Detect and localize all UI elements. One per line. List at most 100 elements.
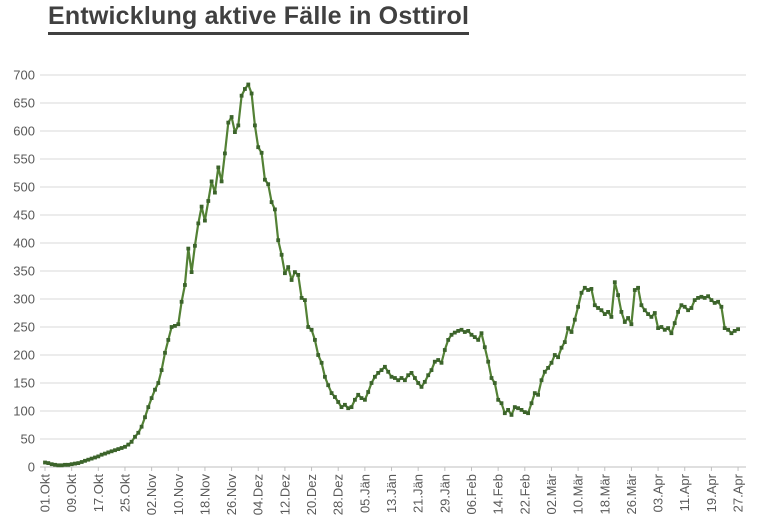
data-point-marker [133,434,137,439]
y-axis-tick-label: 600 [13,124,35,139]
data-point-marker [279,252,284,257]
data-point-marker [672,321,677,325]
data-point-marker [522,410,527,414]
y-axis-tick-label: 50 [21,432,35,447]
gridlines [40,74,746,468]
data-point-marker [579,290,584,295]
data-point-marker [539,378,544,383]
data-point-marker [76,461,81,465]
data-point-marker [79,460,84,464]
data-point-marker [419,385,424,389]
x-axis-tick-label: 06.Feb [464,474,479,514]
data-point-marker [459,327,464,332]
data-point-marker [183,283,187,287]
y-axis-tick-label: 150 [13,376,35,391]
data-point-marker [119,446,124,450]
data-point-marker [509,413,514,417]
data-point-marker [692,298,697,302]
data-point-marker [63,462,67,467]
data-point-marker [233,130,237,134]
data-point-marker [109,449,114,454]
data-point-marker [436,358,441,362]
data-point-marker [309,327,314,332]
data-point-marker [406,373,411,378]
x-axis-tick-label: 03.Apr [651,473,666,512]
data-point-marker [629,322,634,327]
data-point-marker [706,294,710,299]
data-point-marker [529,401,534,406]
data-point-marker [323,374,327,379]
data-point-marker [169,325,174,329]
y-axis-tick-label: 200 [13,348,35,363]
data-point-marker [442,348,447,352]
data-point-marker [339,405,344,409]
data-point-marker [429,368,434,372]
x-axis-tick-label: 14.Feb [491,474,506,514]
data-point-marker [316,353,321,357]
data-point-marker [516,406,520,411]
y-axis-labels: 0 50 100 150 200 250 300 350 400 450 500 550 600 650 7… [13,68,35,475]
data-point-marker [349,405,354,409]
data-point-marker [589,287,594,291]
x-axis-tick-label: 21.Jän [411,474,426,513]
x-axis-tick-label: 28.Dez [331,474,346,515]
data-point-marker [702,296,707,300]
data-point-marker [656,326,660,330]
data-point-marker [722,326,727,330]
data-point-marker [129,439,134,444]
x-axis-tick-label: 10.Nov [171,474,186,516]
data-point-marker [572,317,577,322]
data-point-marker [136,430,141,435]
data-point-marker [559,345,564,350]
data-point-marker [373,374,377,379]
data-point-marker [153,387,157,392]
data-point-marker [113,448,117,453]
data-point-marker [602,312,607,316]
data-point-marker [269,200,274,204]
data-point-marker [712,301,717,305]
data-point-marker [642,308,647,313]
data-point-marker [383,364,387,369]
data-point-marker [426,373,431,378]
data-point-marker [446,338,451,342]
chart-title: Entwicklung aktive Fälle in Osttirol [48,2,470,35]
y-axis-tick-label: 700 [13,68,35,83]
data-point-marker [116,447,121,451]
data-point-marker [243,87,247,91]
data-point-marker [669,331,674,336]
data-point-marker [719,304,724,309]
data-point-marker [576,304,580,309]
data-point-marker [206,199,211,203]
data-point-marker [126,442,131,447]
x-axis-tick-label: 11.Apr [677,473,692,511]
y-axis-tick-label: 350 [13,264,35,279]
series-markers [43,82,740,468]
data-point-marker [376,371,381,375]
data-point-marker [476,338,481,342]
y-axis-tick-label: 0 [28,460,35,475]
data-point-marker [166,338,171,342]
data-point-marker [639,303,644,308]
x-axis-tick-label: 09.Okt [64,474,79,513]
x-axis-tick-label: 25.Okt [117,474,132,513]
x-axis-tick-label: 26.Mär [624,473,639,514]
data-point-marker [552,353,557,357]
x-axis-tick-label: 04.Dez [251,474,266,515]
data-point-marker [449,332,454,337]
data-point-marker [506,408,510,412]
y-axis-tick-label: 500 [13,180,35,195]
data-point-marker [599,308,604,313]
data-point-marker [289,278,294,282]
data-point-marker [313,338,317,342]
data-point-marker [246,82,251,87]
data-point-marker [253,123,257,128]
data-point-marker [386,369,391,374]
data-point-marker [686,308,690,313]
data-point-marker [99,452,104,457]
data-point-marker [49,462,54,467]
data-point-marker [149,396,154,400]
data-point-marker [276,238,281,243]
data-point-marker [163,350,167,355]
x-axis-tick-label: 12.Dez [277,474,292,515]
data-point-marker [409,371,414,375]
